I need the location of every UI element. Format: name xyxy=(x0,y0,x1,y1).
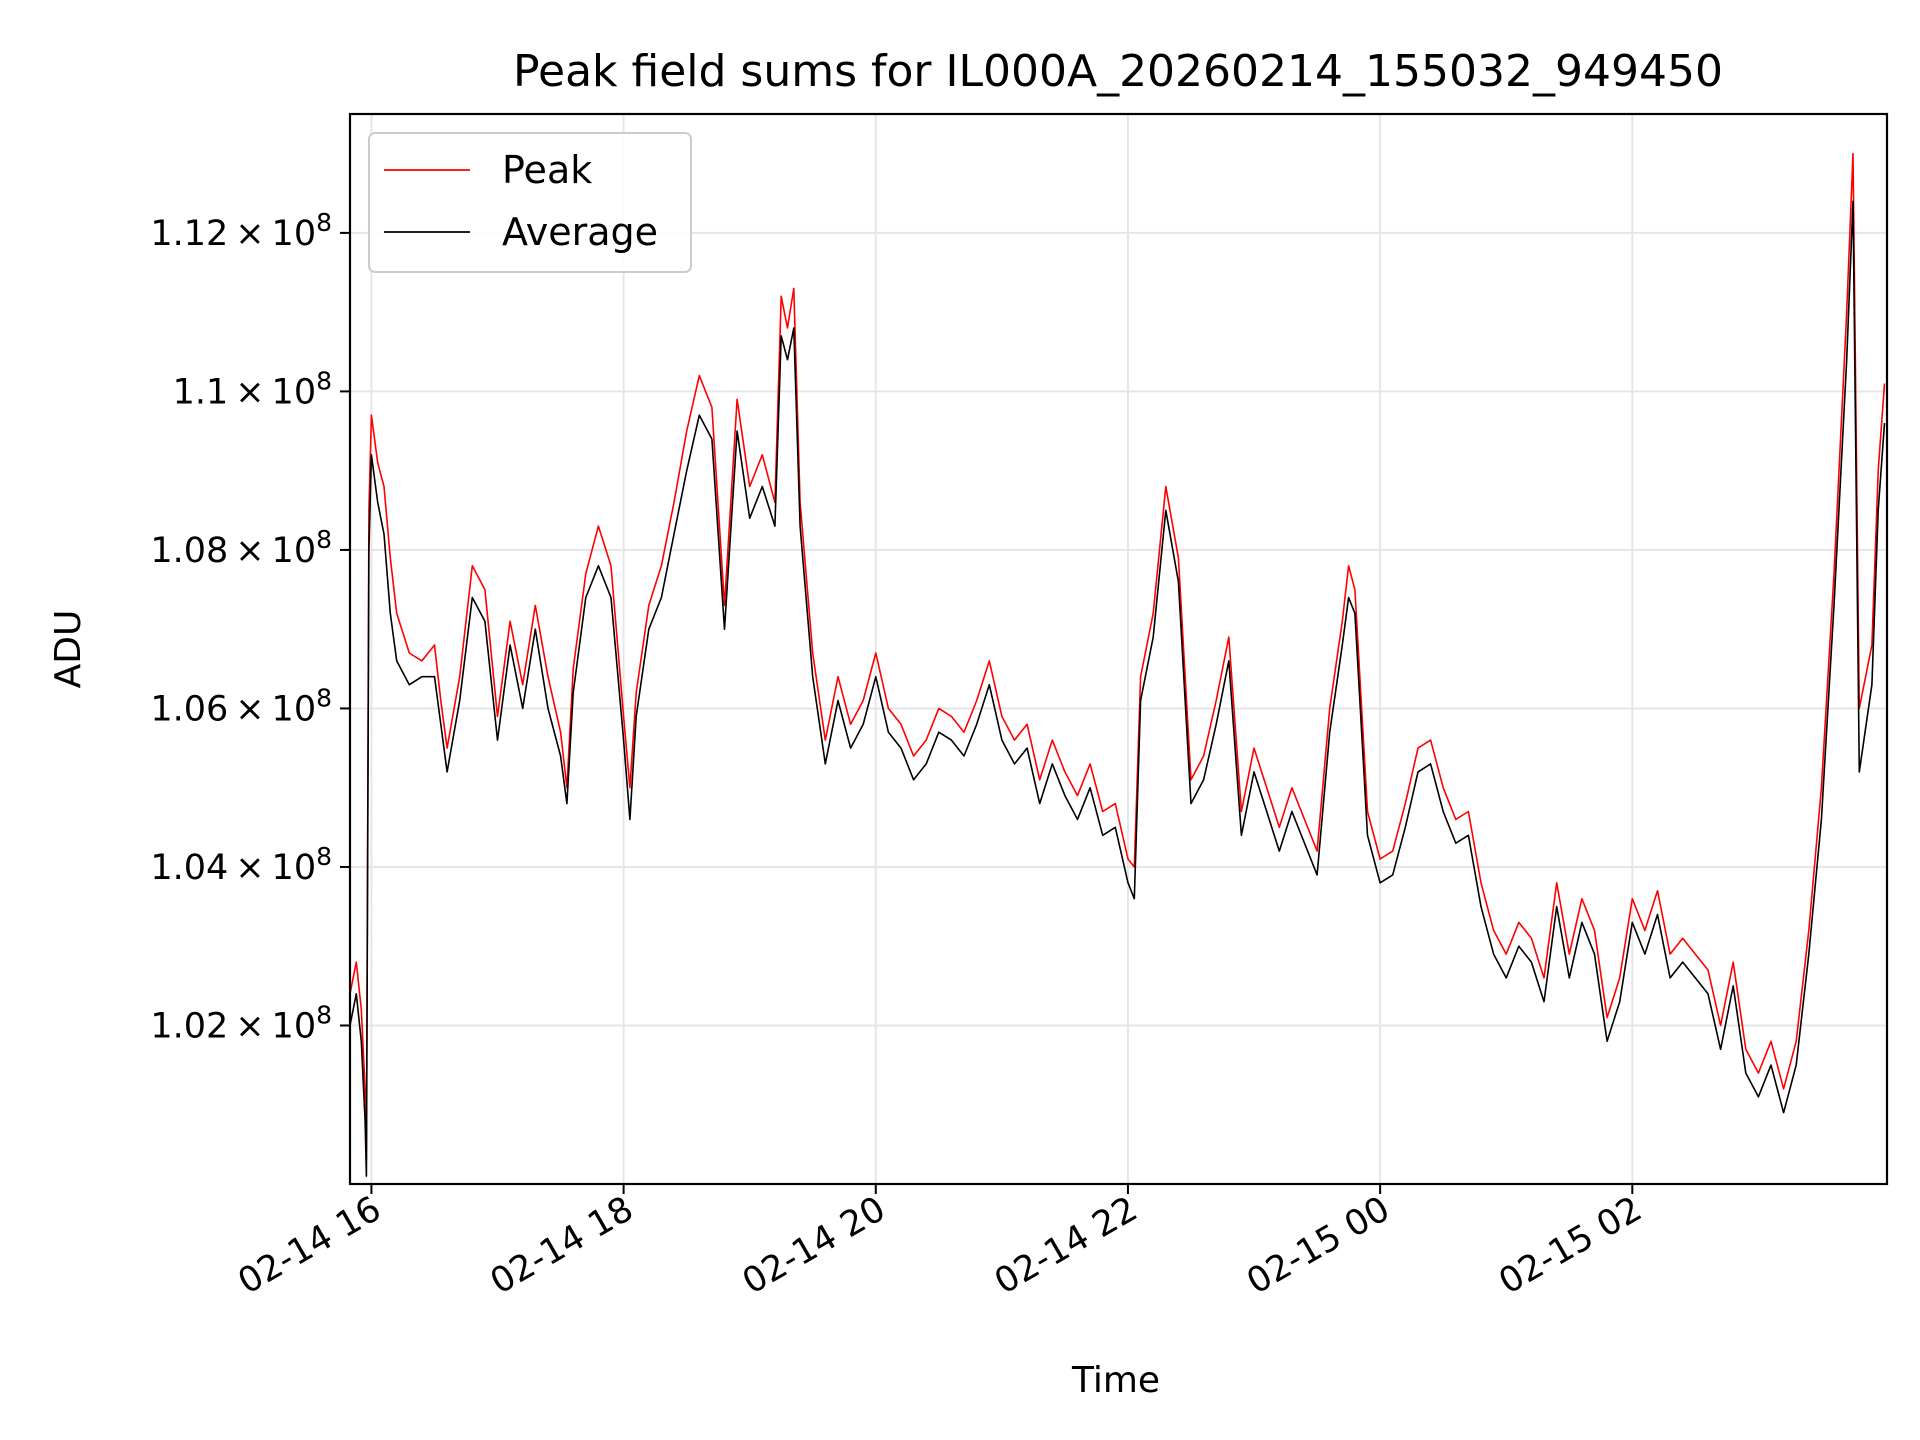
legend-box xyxy=(368,132,692,273)
series-line-average xyxy=(349,200,1886,1177)
y-tick-label-0: 1.02 × 108 xyxy=(150,1000,332,1046)
chart-title: Peak field sums for IL000A_20260214_1550… xyxy=(513,46,1723,97)
legend-label-peak: Peak xyxy=(502,148,592,192)
y-tick-label-3: 1.08 × 108 xyxy=(150,525,332,571)
y-axis-label: ADU xyxy=(48,610,89,689)
legend-label-average: Average xyxy=(502,210,658,254)
y-tick-label-4: 1.1 × 108 xyxy=(173,366,332,412)
y-tick-label-1: 1.04 × 108 xyxy=(150,842,332,888)
series-layer xyxy=(349,152,1886,1177)
series-line-peak xyxy=(349,152,1886,1161)
x-axis-label: Time xyxy=(1071,1360,1160,1401)
legend: Peak Average xyxy=(368,132,692,273)
grid xyxy=(350,114,1887,1184)
y-tick-label-2: 1.06 × 108 xyxy=(150,683,332,729)
y-axis: 1.02 × 108 1.04 × 108 1.06 × 108 1.08 × 108… xyxy=(150,208,350,1046)
y-tick-label-5: 1.12 × 108 xyxy=(150,208,332,254)
plot-frame xyxy=(348,112,1889,1186)
